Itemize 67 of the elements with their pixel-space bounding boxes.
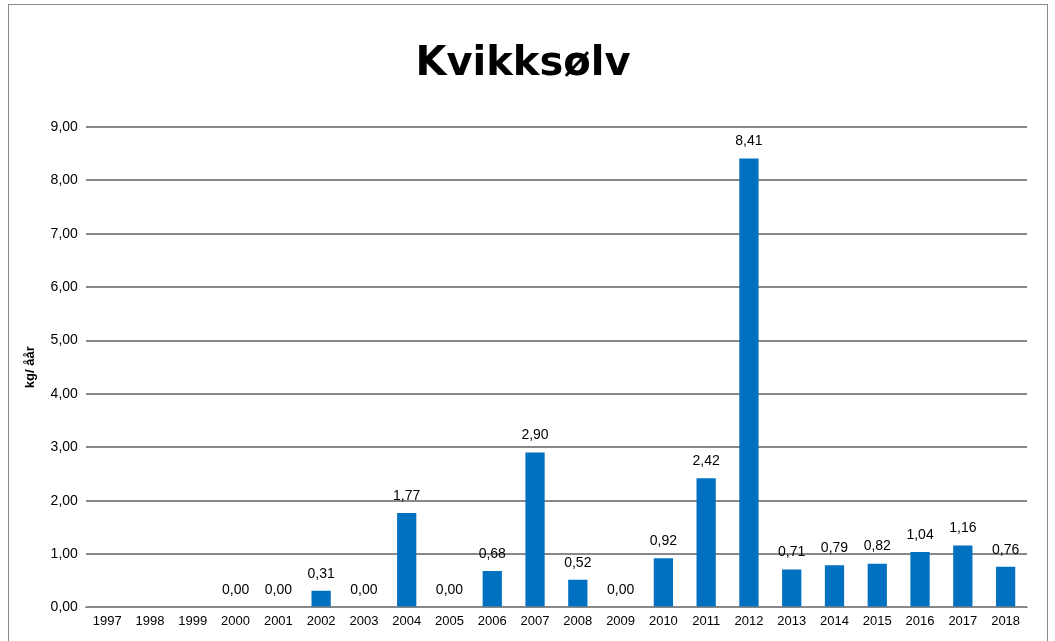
bar <box>953 545 973 607</box>
x-tick-label: 1998 <box>135 612 165 628</box>
data-label: 0,76 <box>991 540 1020 557</box>
bar <box>311 590 331 607</box>
data-label: 0,79 <box>820 539 849 556</box>
data-label: 0,82 <box>863 537 892 554</box>
data-label: 0,00 <box>350 581 378 598</box>
x-tick-label: 2000 <box>221 612 251 628</box>
data-label: 1,77 <box>393 486 421 503</box>
y-tick-label: 8,00 <box>50 171 79 188</box>
x-tick-label: 2003 <box>349 612 379 628</box>
x-tick-label: 1999 <box>178 612 208 628</box>
y-tick-label: 5,00 <box>50 331 79 348</box>
bar <box>910 551 930 607</box>
data-label: 8,41 <box>735 132 763 149</box>
y-tick-label: 6,00 <box>50 277 79 294</box>
data-label: 0,52 <box>564 553 592 570</box>
y-tick-label: 4,00 <box>50 384 79 401</box>
data-label: 0,00 <box>435 581 464 598</box>
data-label: 2,90 <box>521 426 549 443</box>
x-tick-label: 2005 <box>435 612 464 628</box>
x-tick-label: 2012 <box>734 612 764 628</box>
data-label: 0,00 <box>606 581 635 598</box>
data-label: 0,00 <box>264 581 293 598</box>
y-tick-label: 3,00 <box>50 438 79 455</box>
data-label: 0,00 <box>221 581 250 598</box>
bar <box>525 452 545 607</box>
x-tick-label: 2016 <box>905 612 935 628</box>
bar <box>482 571 502 607</box>
x-tick-label: 2004 <box>392 612 422 628</box>
x-tick-label: 2008 <box>563 612 593 628</box>
bar <box>397 512 417 607</box>
x-tick-label: 2007 <box>520 612 550 628</box>
y-tick-label: 1,00 <box>50 544 79 561</box>
data-label: 2,42 <box>692 452 720 469</box>
x-tick-label: 2017 <box>948 612 978 628</box>
bar <box>696 478 716 607</box>
data-label: 0,92 <box>649 532 678 549</box>
x-tick-label: 2014 <box>820 612 849 628</box>
x-tick-label: 2018 <box>991 612 1021 628</box>
x-tick-label: 2002 <box>306 612 336 628</box>
bar <box>995 566 1016 607</box>
bar <box>782 569 802 607</box>
data-label: 0,31 <box>307 564 335 581</box>
y-tick-label: 2,00 <box>50 491 79 508</box>
x-tick-label: 2010 <box>648 612 678 628</box>
x-tick-label: 2006 <box>477 612 507 628</box>
y-axis-title: kg/ åår <box>22 346 38 389</box>
bar <box>653 558 673 607</box>
chart-title: Kvikksølv <box>415 38 631 85</box>
bar <box>739 158 759 607</box>
y-tick-label: 7,00 <box>50 224 79 241</box>
x-tick-label: 2015 <box>862 612 892 628</box>
data-label: 1,04 <box>906 525 934 542</box>
data-label: 0,68 <box>478 544 507 561</box>
x-tick-label: 2013 <box>777 612 807 628</box>
data-label: 1,16 <box>949 519 977 536</box>
bar <box>568 579 588 607</box>
bar <box>867 563 887 607</box>
y-tick-label: 0,00 <box>50 598 79 615</box>
x-tick-label: 2011 <box>692 612 721 628</box>
bar <box>824 565 845 607</box>
y-tick-label: 9,00 <box>50 117 79 134</box>
x-tick-label: 2001 <box>263 612 293 628</box>
data-label: 0,71 <box>778 543 806 560</box>
x-tick-label: 2009 <box>606 612 636 628</box>
x-tick-label: 1997 <box>92 612 122 628</box>
